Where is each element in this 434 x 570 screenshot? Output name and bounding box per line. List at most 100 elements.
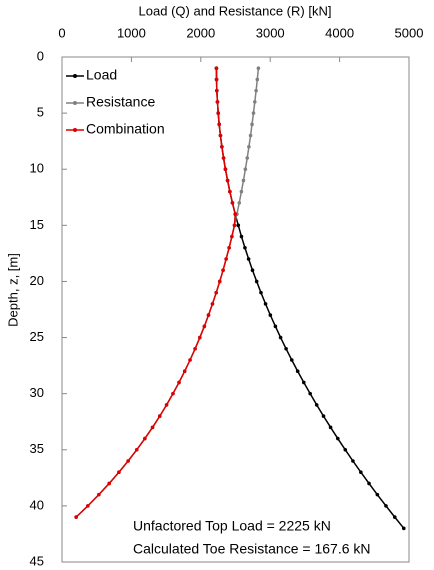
data-point bbox=[263, 302, 268, 306]
data-point bbox=[228, 189, 232, 194]
data-point bbox=[308, 391, 312, 396]
data-point bbox=[246, 257, 251, 261]
data-point bbox=[328, 425, 333, 430]
legend-marker bbox=[73, 128, 77, 132]
data-point bbox=[143, 436, 147, 441]
data-point bbox=[233, 212, 238, 216]
data-point bbox=[210, 302, 215, 306]
annotation: Calculated Toe Resistance = 167.6 kN bbox=[133, 541, 371, 557]
data-point bbox=[252, 100, 257, 104]
data-point bbox=[150, 425, 155, 430]
data-point bbox=[239, 189, 244, 194]
y-tick-label: 15 bbox=[30, 217, 44, 232]
data-point bbox=[223, 167, 228, 172]
data-point bbox=[221, 156, 226, 160]
data-point bbox=[359, 470, 363, 475]
data-point bbox=[225, 178, 230, 183]
data-point bbox=[401, 526, 406, 531]
data-point bbox=[230, 201, 235, 205]
data-point bbox=[254, 279, 259, 284]
data-point bbox=[248, 133, 253, 138]
data-point bbox=[214, 77, 219, 82]
data-point bbox=[255, 77, 260, 82]
legend-marker bbox=[73, 101, 77, 105]
data-point bbox=[215, 88, 219, 93]
y-tick-label: 25 bbox=[30, 329, 44, 344]
data-point bbox=[224, 257, 228, 261]
data-point bbox=[243, 167, 248, 172]
data-point bbox=[301, 380, 306, 385]
data-point bbox=[250, 268, 255, 273]
x-axis-label: Load (Q) and Resistance (R) [kN] bbox=[139, 3, 332, 18]
y-tick-label: 20 bbox=[30, 273, 44, 288]
data-point bbox=[107, 481, 111, 486]
x-tick-label: 1000 bbox=[117, 25, 146, 40]
data-point bbox=[273, 324, 278, 329]
data-point bbox=[188, 358, 192, 362]
annotation: Unfactored Top Load = 2225 kN bbox=[133, 518, 331, 534]
x-tick-label: 3000 bbox=[256, 25, 285, 40]
legend-label: Load bbox=[86, 67, 117, 83]
data-point bbox=[314, 403, 319, 407]
data-point bbox=[134, 447, 139, 452]
data-point bbox=[206, 313, 211, 317]
data-point bbox=[193, 346, 197, 351]
data-point bbox=[230, 234, 234, 239]
legend-label: Combination bbox=[86, 121, 165, 137]
data-point bbox=[202, 324, 207, 329]
data-point bbox=[321, 414, 326, 418]
data-point bbox=[237, 201, 242, 205]
y-tick-label: 35 bbox=[30, 441, 44, 456]
legend-marker bbox=[73, 74, 77, 78]
data-point bbox=[227, 245, 231, 250]
data-point bbox=[164, 403, 169, 407]
data-point bbox=[232, 223, 237, 228]
data-point bbox=[268, 313, 273, 317]
y-tick-label: 45 bbox=[30, 553, 44, 568]
y-tick-label: 30 bbox=[30, 385, 44, 400]
plot-frame bbox=[61, 56, 410, 563]
x-tick-label: 0 bbox=[58, 25, 65, 40]
data-point bbox=[375, 492, 380, 497]
data-point bbox=[295, 369, 300, 374]
data-point bbox=[250, 122, 254, 127]
x-tick-label: 2000 bbox=[186, 25, 215, 40]
data-point bbox=[198, 335, 202, 340]
data-point bbox=[351, 459, 355, 463]
data-point bbox=[218, 133, 223, 138]
data-point bbox=[384, 504, 388, 508]
data-point bbox=[221, 268, 225, 273]
data-point bbox=[247, 144, 251, 149]
data-point bbox=[254, 88, 258, 93]
y-tick-label: 40 bbox=[30, 497, 44, 512]
data-point bbox=[214, 290, 219, 295]
data-point bbox=[241, 178, 246, 183]
data-point bbox=[182, 369, 187, 374]
data-point bbox=[171, 391, 175, 396]
data-point bbox=[392, 515, 397, 519]
data-point bbox=[259, 290, 263, 295]
data-point bbox=[245, 156, 250, 160]
data-point bbox=[117, 470, 121, 475]
data-point bbox=[289, 358, 294, 362]
legend-label: Resistance bbox=[86, 94, 155, 110]
data-point bbox=[86, 504, 90, 508]
data-point bbox=[74, 515, 78, 519]
data-point bbox=[216, 111, 221, 115]
data-point bbox=[217, 122, 221, 127]
data-point bbox=[367, 481, 371, 486]
data-point bbox=[214, 66, 219, 71]
series-line bbox=[215, 68, 405, 529]
data-point bbox=[97, 492, 101, 497]
y-axis-label: Depth, z, [m] bbox=[5, 253, 20, 327]
data-point bbox=[157, 414, 162, 418]
data-point bbox=[220, 144, 224, 149]
data-point bbox=[251, 111, 256, 115]
data-point bbox=[343, 447, 348, 452]
data-point bbox=[217, 279, 222, 284]
data-point bbox=[243, 245, 247, 250]
data-point bbox=[177, 380, 181, 385]
data-point bbox=[126, 459, 130, 463]
data-point bbox=[335, 436, 340, 441]
